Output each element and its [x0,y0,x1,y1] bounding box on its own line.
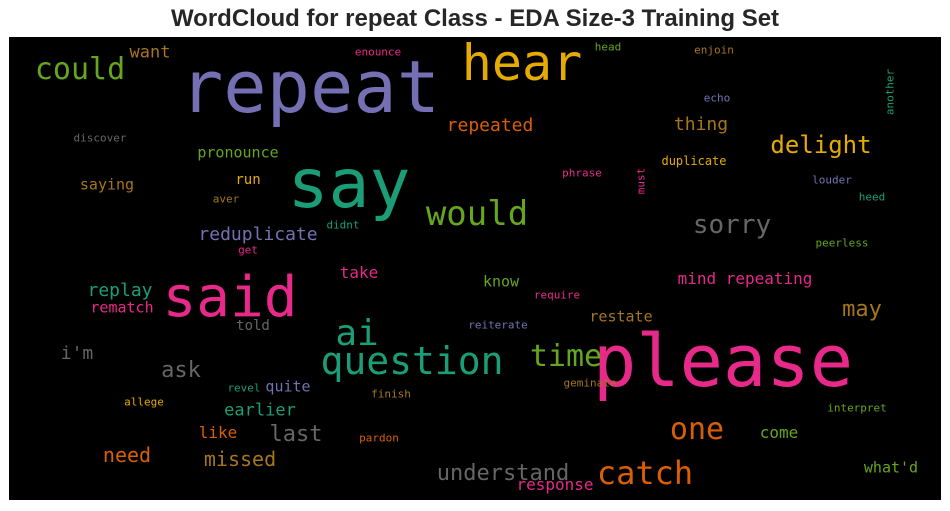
word-said: said [162,265,298,330]
word-question: question [320,339,504,383]
word-i-m: i'm [60,343,94,364]
word-duplicate: duplicate [661,154,727,168]
word-pardon: pardon [359,431,399,445]
word-reduplicate: reduplicate [198,224,318,245]
word-repeated: repeated [446,115,534,136]
word-enounce: enounce [354,45,402,59]
chart-title: WordCloud for repeat Class - EDA Size-3 … [170,5,780,32]
word-please: please [592,319,854,403]
word-what-d: what'd [863,458,919,477]
word-need: need [102,443,152,467]
word-replay: replay [87,280,153,301]
word-saying: saying [79,175,135,194]
word-could: could [34,52,126,87]
word-louder: louder [812,173,852,187]
word-restate: restate [589,307,653,326]
word-enjoin: enjoin [694,43,734,57]
word-quite: quite [265,377,311,396]
word-require: require [533,288,581,302]
word-take: take [339,263,379,282]
word-say: say [287,145,411,224]
word-repeat: repeat [179,45,441,129]
word-may: may [842,297,882,322]
word-like: like [198,423,238,442]
word-sorry: sorry [692,210,772,240]
word-aver: aver [212,192,240,206]
word-run: run [235,172,261,188]
word-one: one [669,412,725,447]
word-thing: thing [673,114,729,135]
word-didnt: didnt [326,218,360,232]
word-another: another [883,68,897,116]
word-missed: missed [203,447,277,471]
word-allege: allege [124,395,164,409]
word-interpret: interpret [827,401,887,415]
word-know: know [482,272,520,291]
word-get: get [238,243,258,257]
word-finish: finish [371,387,411,401]
word-catch: catch [596,454,694,492]
word-discover: discover [73,131,127,145]
word-hear: hear [461,37,583,92]
word-rematch: rematch [90,298,154,317]
word-ai: ai [335,313,379,354]
word-reiterate: reiterate [468,318,528,332]
word-heed: heed [858,190,886,204]
word-head: head [594,40,622,54]
word-come: come [759,423,799,442]
word-would: would [425,194,529,234]
word-told: told [236,318,270,334]
word-response: response [516,475,594,494]
word-must: must [634,167,648,195]
word-delight: delight [770,131,872,159]
word-time: time [529,339,603,374]
word-last: last [269,422,323,447]
word-phrase: phrase [562,166,602,180]
word-want: want [129,42,171,63]
word-ask: ask [161,358,201,383]
word-revel: revel [227,381,261,395]
word-geminate: geminate [563,376,617,390]
word-earlier: earlier [224,400,296,421]
word-pronounce: pronounce [197,143,279,162]
word-understand: understand [436,461,570,486]
wordcloud-canvas: please repeat say said hear question ai would ca… [9,37,941,500]
word-mind-repeating: mind repeating [677,269,813,288]
word-echo: echo [703,91,731,105]
word-peerless: peerless [815,236,869,250]
